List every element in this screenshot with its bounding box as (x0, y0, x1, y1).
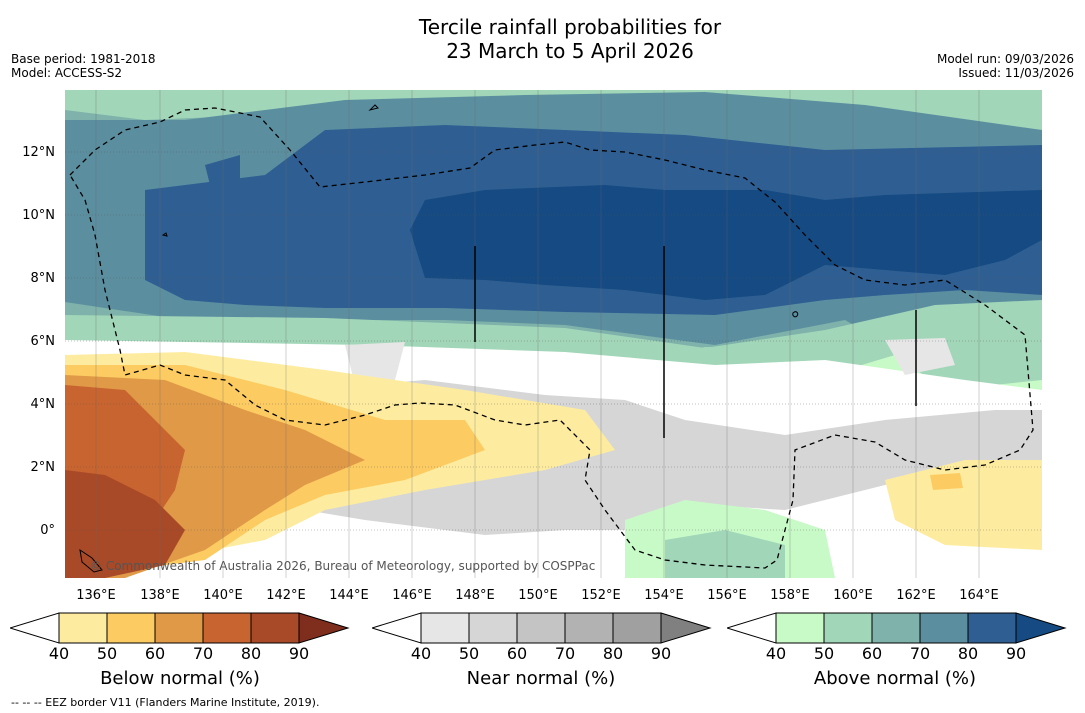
lon-label-144e: 144°E (329, 588, 369, 603)
lon-label-162e: 162°E (896, 588, 936, 603)
lon-label-164e: 164°E (959, 588, 999, 603)
graticule (65, 151, 1042, 531)
lon-label-154e: 154°E (644, 588, 684, 603)
colorbar-below-bin-60 (154, 612, 204, 644)
colorbar-above-bin-60 (871, 612, 921, 644)
near-normal-light-region (345, 342, 405, 385)
colorbar-above-bin-70 (919, 612, 969, 644)
colorbar-near-normal (372, 612, 712, 644)
colorbar-near-bin-80 (612, 612, 662, 644)
colorbar-above-bin-50 (823, 612, 873, 644)
near-tick-80: 80 (602, 644, 624, 663)
lon-label-140e: 140°E (203, 588, 243, 603)
colorbar-near-bin-50 (468, 612, 518, 644)
near-tick-40: 40 (410, 644, 432, 663)
lat-label-4n: 4°N (30, 397, 56, 412)
model-name: Model: ACCESS-S2 (11, 66, 123, 80)
near-normal-title: Near normal (%) (466, 668, 616, 689)
colorbar-below-bin-70 (202, 612, 252, 644)
near-normal-patch (885, 338, 955, 375)
above-tick-60: 60 (861, 644, 883, 663)
lon-label-158e: 158°E (770, 588, 810, 603)
above-normal-title: Above normal (%) (813, 668, 977, 689)
colorbar-near-min-arrow (372, 612, 422, 644)
above-tick-80: 80 (957, 644, 979, 663)
below-tick-80: 80 (240, 644, 262, 663)
colorbar-above-max-arrow (1015, 612, 1067, 644)
lat-label-6n: 6°N (30, 334, 56, 349)
below-tick-70: 70 (192, 644, 214, 663)
map-title-line1: Tercile rainfall probabilities for (418, 15, 722, 39)
lon-label-136e: 136°E (76, 588, 116, 603)
lat-label-8n: 8°N (30, 271, 56, 286)
lon-label-160e: 160°E (833, 588, 873, 603)
graticule-meridians (95, 90, 980, 578)
lon-label-142e: 142°E (266, 588, 306, 603)
lon-label-138e: 138°E (140, 588, 180, 603)
copyright-text: © Commonwealth of Australia 2026, Bureau… (90, 559, 595, 573)
map-title-line2: 23 March to 5 April 2026 (446, 39, 694, 63)
base-period: Base period: 1981-2018 (11, 52, 156, 66)
below-east-core (930, 473, 963, 490)
lat-label-0: 0° (40, 523, 55, 538)
lon-label-152e: 152°E (581, 588, 621, 603)
region-boundary-lines (474, 246, 917, 438)
colorbar-above-bin-40 (775, 612, 825, 644)
above-tick-70: 70 (909, 644, 931, 663)
above-tick-90: 90 (1005, 644, 1027, 663)
near-tick-50: 50 (458, 644, 480, 663)
lon-label-150e: 150°E (518, 588, 558, 603)
near-tick-60: 60 (506, 644, 528, 663)
model-run-date: Model run: 09/03/2026 (936, 52, 1074, 66)
below-tick-90: 90 (288, 644, 310, 663)
above-bottom-darker (665, 530, 785, 578)
above-90plus-region (410, 185, 1042, 300)
colorbar-below-bin-40 (58, 612, 108, 644)
below-normal-title: Below normal (%) (100, 668, 260, 689)
issued-date: Issued: 11/03/2026 (958, 66, 1074, 80)
colorbar-below-bin-80 (250, 612, 300, 644)
lon-label-146e: 146°E (392, 588, 432, 603)
colorbar-below-min-arrow (10, 612, 60, 644)
colorbar-near-bin-70 (564, 612, 614, 644)
above-tick-40: 40 (765, 644, 787, 663)
near-tick-70: 70 (554, 644, 576, 663)
lat-label-2n: 2°N (30, 460, 56, 475)
below-tick-60: 60 (144, 644, 166, 663)
above-dark-patch (205, 155, 240, 185)
near-tick-90: 90 (650, 644, 672, 663)
colorbar-below-max-arrow (298, 612, 350, 644)
colorbar-near-bin-60 (516, 612, 566, 644)
below-tick-50: 50 (96, 644, 118, 663)
lat-label-12n: 12°N (22, 145, 55, 160)
colorbar-near-bin-40 (420, 612, 470, 644)
eez-footnote: -- -- -- EEZ border V11 (Flanders Marine… (11, 696, 320, 709)
above-tick-50: 50 (813, 644, 835, 663)
colorbar-above-bin-80 (967, 612, 1017, 644)
rainfall-probability-map: © Commonwealth of Australia 2026, Bureau… (65, 90, 1042, 578)
lon-label-148e: 148°E (455, 588, 495, 603)
colorbar-below-bin-50 (106, 612, 156, 644)
colorbar-below-normal (10, 612, 350, 644)
below-east-patch (885, 460, 1042, 550)
islands (79, 104, 799, 573)
colorbar-above-normal (727, 612, 1067, 644)
colorbar-above-min-arrow (727, 612, 777, 644)
below-tick-40: 40 (48, 644, 70, 663)
below-90-region (65, 470, 185, 578)
colorbar-near-max-arrow (660, 612, 712, 644)
lon-label-156e: 156°E (707, 588, 747, 603)
lat-label-10n: 10°N (22, 208, 55, 223)
